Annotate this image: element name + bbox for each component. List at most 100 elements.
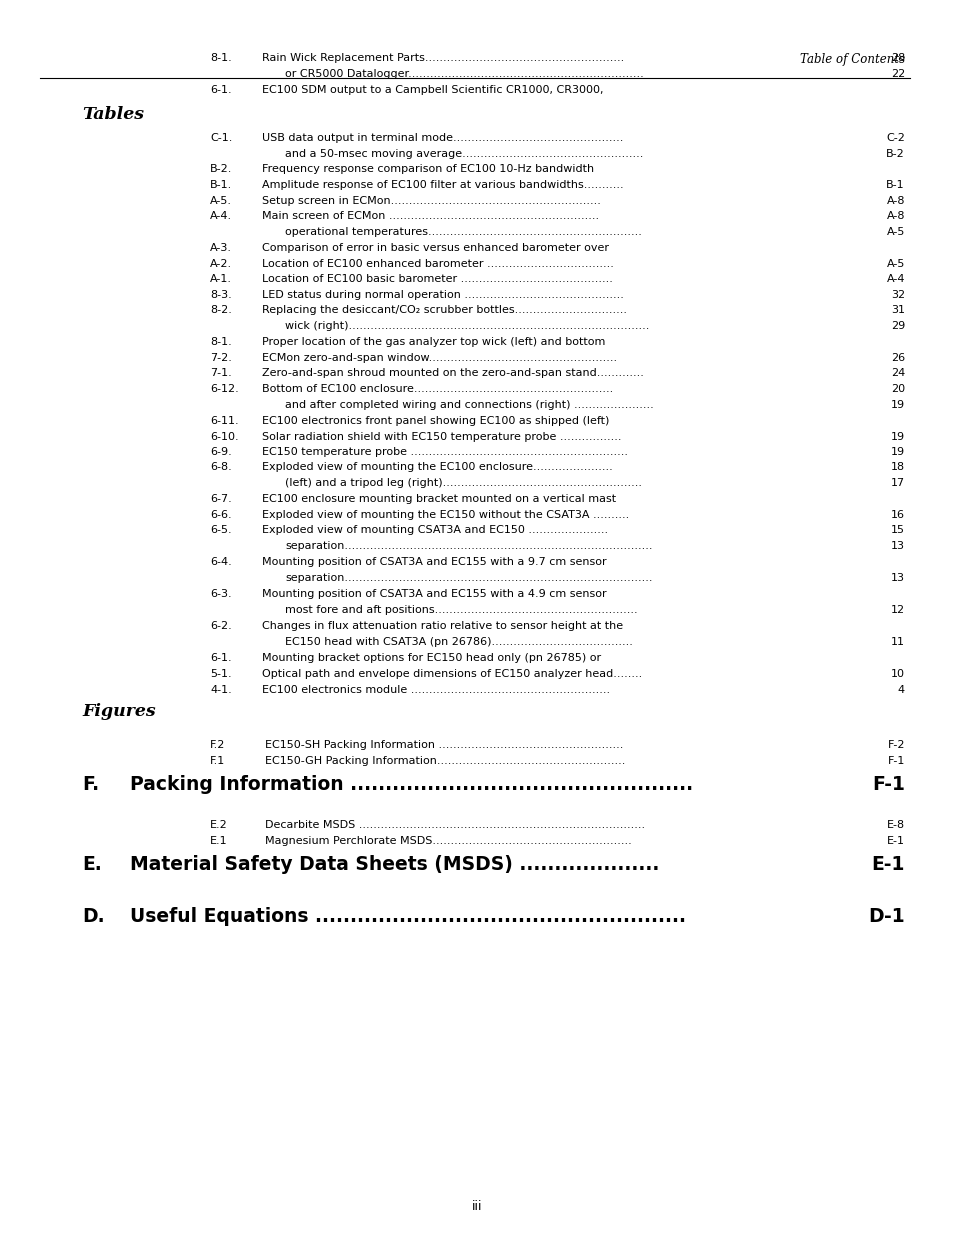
Text: 24: 24 xyxy=(890,368,904,378)
Text: Rain Wick Replacement Parts.....................................................: Rain Wick Replacement Parts.............… xyxy=(262,53,623,63)
Text: Bottom of EC100 enclosure.......................................................: Bottom of EC100 enclosure...............… xyxy=(262,384,613,394)
Text: B-2.: B-2. xyxy=(210,164,233,174)
Text: A-5.: A-5. xyxy=(210,196,232,206)
Text: C-1.: C-1. xyxy=(210,133,233,143)
Text: A-4.: A-4. xyxy=(210,211,232,221)
Text: Proper location of the gas analyzer top wick (left) and bottom: Proper location of the gas analyzer top … xyxy=(262,337,605,347)
Text: 12: 12 xyxy=(890,605,904,615)
Text: 28: 28 xyxy=(890,53,904,63)
Text: LED status during normal operation ............................................: LED status during normal operation .....… xyxy=(262,290,623,300)
Text: Tables: Tables xyxy=(82,106,144,124)
Text: 4: 4 xyxy=(897,685,904,695)
Text: USB data output in terminal mode...............................................: USB data output in terminal mode........… xyxy=(262,133,622,143)
Text: E-1: E-1 xyxy=(886,836,904,846)
Text: Frequency response comparison of EC100 10-Hz bandwidth: Frequency response comparison of EC100 1… xyxy=(262,164,594,174)
Text: F-1: F-1 xyxy=(886,756,904,766)
Text: 19: 19 xyxy=(890,400,904,410)
Text: 17: 17 xyxy=(890,478,904,488)
Text: 11: 11 xyxy=(890,637,904,647)
Text: separation......................................................................: separation..............................… xyxy=(285,541,652,551)
Text: 7-1.: 7-1. xyxy=(210,368,232,378)
Text: 10: 10 xyxy=(890,669,904,679)
Text: 6-10.: 6-10. xyxy=(210,432,238,442)
Text: D-1: D-1 xyxy=(867,906,904,926)
Text: and after completed wiring and connections (right) ......................: and after completed wiring and connectio… xyxy=(285,400,653,410)
Text: most fore and aft positions.....................................................: most fore and aft positions.............… xyxy=(285,605,637,615)
Text: operational temperatures........................................................: operational temperatures................… xyxy=(285,227,641,237)
Text: EC100 SDM output to a Campbell Scientific CR1000, CR3000,: EC100 SDM output to a Campbell Scientifi… xyxy=(262,85,603,95)
Text: 6-1.: 6-1. xyxy=(210,85,232,95)
Text: 7-2.: 7-2. xyxy=(210,353,232,363)
Text: 6-3.: 6-3. xyxy=(210,589,232,599)
Text: 6-12.: 6-12. xyxy=(210,384,238,394)
Text: 19: 19 xyxy=(890,432,904,442)
Text: 6-7.: 6-7. xyxy=(210,494,232,504)
Text: 31: 31 xyxy=(890,305,904,315)
Text: Solar radiation shield with EC150 temperature probe .................: Solar radiation shield with EC150 temper… xyxy=(262,432,620,442)
Text: 6-4.: 6-4. xyxy=(210,557,232,567)
Text: Changes in flux attenuation ratio relative to sensor height at the: Changes in flux attenuation ratio relati… xyxy=(262,621,622,631)
Text: 6-2.: 6-2. xyxy=(210,621,232,631)
Text: 20: 20 xyxy=(890,384,904,394)
Text: Exploded view of mounting the EC100 enclosure......................: Exploded view of mounting the EC100 encl… xyxy=(262,462,612,472)
Text: A-8: A-8 xyxy=(885,196,904,206)
Text: B-2: B-2 xyxy=(885,149,904,159)
Text: Comparison of error in basic versus enhanced barometer over: Comparison of error in basic versus enha… xyxy=(262,243,608,253)
Text: and a 50-msec moving average..................................................: and a 50-msec moving average............… xyxy=(285,149,642,159)
Text: 19: 19 xyxy=(890,447,904,457)
Text: Mounting position of CSAT3A and EC155 with a 4.9 cm sensor: Mounting position of CSAT3A and EC155 wi… xyxy=(262,589,606,599)
Text: B-1.: B-1. xyxy=(210,180,232,190)
Text: (left) and a tripod leg (right).................................................: (left) and a tripod leg (right).........… xyxy=(285,478,641,488)
Text: 6-8.: 6-8. xyxy=(210,462,232,472)
Text: 4-1.: 4-1. xyxy=(210,685,232,695)
Text: F.2: F.2 xyxy=(210,740,225,750)
Text: 8-1.: 8-1. xyxy=(210,53,232,63)
Text: C-2: C-2 xyxy=(885,133,904,143)
Text: D.: D. xyxy=(82,906,105,926)
Text: EC150 temperature probe ........................................................: EC150 temperature probe ................… xyxy=(262,447,627,457)
Text: 22: 22 xyxy=(890,69,904,79)
Text: F.1: F.1 xyxy=(210,756,225,766)
Text: 29: 29 xyxy=(890,321,904,331)
Text: 13: 13 xyxy=(890,541,904,551)
Text: or CR5000 Datalogger............................................................: or CR5000 Datalogger....................… xyxy=(285,69,643,79)
Text: A-3.: A-3. xyxy=(210,243,232,253)
Text: Table of Contents: Table of Contents xyxy=(799,53,904,65)
Text: Magnesium Perchlorate MSDS......................................................: Magnesium Perchlorate MSDS..............… xyxy=(265,836,631,846)
Text: A-8: A-8 xyxy=(885,211,904,221)
Text: A-4: A-4 xyxy=(885,274,904,284)
Text: 6-1.: 6-1. xyxy=(210,653,232,663)
Text: iii: iii xyxy=(471,1200,482,1213)
Text: F-2: F-2 xyxy=(886,740,904,750)
Text: 26: 26 xyxy=(890,353,904,363)
Text: EC150 head with CSAT3A (pn 26786).......................................: EC150 head with CSAT3A (pn 26786).......… xyxy=(285,637,632,647)
Text: E-1: E-1 xyxy=(871,855,904,874)
Text: A-5: A-5 xyxy=(885,227,904,237)
Text: EC150-GH Packing Information....................................................: EC150-GH Packing Information............… xyxy=(265,756,625,766)
Text: E.: E. xyxy=(82,855,102,874)
Text: Packing Information .................................................: Packing Information ....................… xyxy=(130,776,693,794)
Text: ECMon zero-and-span window....................................................: ECMon zero-and-span window..............… xyxy=(262,353,617,363)
Text: A-1.: A-1. xyxy=(210,274,232,284)
Text: Mounting bracket options for EC150 head only (pn 26785) or: Mounting bracket options for EC150 head … xyxy=(262,653,600,663)
Text: Material Safety Data Sheets (MSDS) ....................: Material Safety Data Sheets (MSDS) .....… xyxy=(130,855,659,874)
Text: EC100 enclosure mounting bracket mounted on a vertical mast: EC100 enclosure mounting bracket mounted… xyxy=(262,494,616,504)
Text: Exploded view of mounting CSAT3A and EC150 ......................: Exploded view of mounting CSAT3A and EC1… xyxy=(262,525,607,535)
Text: Exploded view of mounting the EC150 without the CSAT3A ..........: Exploded view of mounting the EC150 with… xyxy=(262,510,629,520)
Text: 5-1.: 5-1. xyxy=(210,669,232,679)
Text: 6-9.: 6-9. xyxy=(210,447,232,457)
Text: A-5: A-5 xyxy=(885,259,904,269)
Text: Replacing the desiccant/CO₂ scrubber bottles...............................: Replacing the desiccant/CO₂ scrubber bot… xyxy=(262,305,626,315)
Text: Location of EC100 basic barometer ..........................................: Location of EC100 basic barometer ......… xyxy=(262,274,612,284)
Text: Useful Equations .....................................................: Useful Equations .......................… xyxy=(130,906,685,926)
Text: 8-1.: 8-1. xyxy=(210,337,232,347)
Text: Mounting position of CSAT3A and EC155 with a 9.7 cm sensor: Mounting position of CSAT3A and EC155 wi… xyxy=(262,557,606,567)
Text: 6-6.: 6-6. xyxy=(210,510,232,520)
Text: Figures: Figures xyxy=(82,703,155,720)
Text: separation......................................................................: separation..............................… xyxy=(285,573,652,583)
Text: EC150-SH Packing Information ...................................................: EC150-SH Packing Information ...........… xyxy=(265,740,622,750)
Text: A-2.: A-2. xyxy=(210,259,232,269)
Text: E.1: E.1 xyxy=(210,836,228,846)
Text: EC100 electronics front panel showing EC100 as shipped (left): EC100 electronics front panel showing EC… xyxy=(262,416,609,426)
Text: B-1: B-1 xyxy=(885,180,904,190)
